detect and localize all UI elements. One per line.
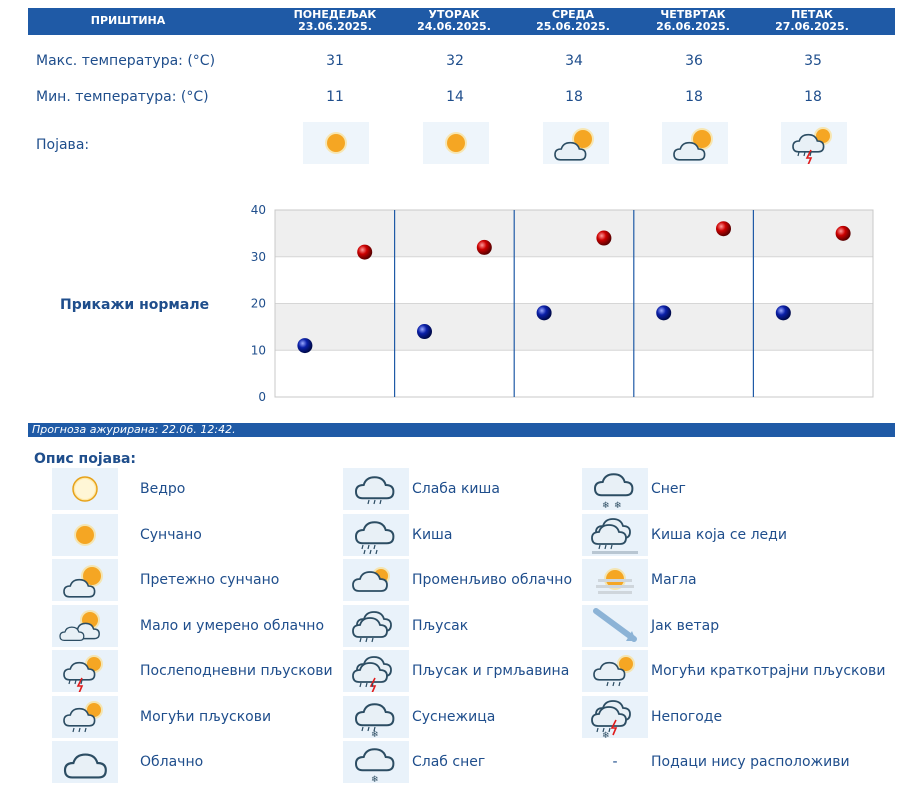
legend-label: Подаци нису расположиви	[651, 754, 850, 770]
phenomenon-label: Појава:	[36, 137, 90, 153]
legend-label: Могући пљускови	[140, 709, 272, 725]
max-temp-value: 31	[326, 53, 344, 69]
fog-icon	[582, 559, 648, 601]
max-temp-value: 35	[804, 53, 822, 69]
forecast-header: ПРИШТИНА ПОНЕДЕЉАК 23.06.2025. УТОРАК 24.0…	[28, 8, 895, 35]
shower-icon	[343, 605, 409, 647]
partly-cloudy-icon	[52, 605, 118, 647]
afternoon-showers-icon	[781, 122, 847, 166]
legend-label: Магла	[651, 572, 697, 588]
legend-label: Ведро	[140, 481, 186, 497]
min-temp-point	[656, 305, 672, 321]
afternoon-showers-icon	[52, 650, 118, 694]
sunny-icon	[52, 514, 118, 556]
legend-label: Пљусак	[412, 618, 469, 634]
legend-label: Киша	[412, 527, 453, 543]
mostly-sunny-icon	[662, 122, 728, 164]
legend-label: Снег	[651, 481, 686, 497]
grid-band	[275, 210, 873, 257]
snow-icon: ❄ ❄	[582, 468, 648, 511]
sleet-icon: ❄	[343, 696, 409, 740]
svg-text:❄: ❄	[602, 731, 610, 738]
y-tick-label: 10	[251, 343, 266, 357]
rain-icon	[343, 514, 409, 556]
legend-label: Променљиво облачно	[412, 572, 573, 588]
city-name: ПРИШТИНА	[90, 14, 166, 27]
light-snow-icon: ❄	[343, 741, 409, 785]
min-temp-value: 18	[685, 89, 703, 105]
day-header-2: УТОРАК 24.06.2025.	[417, 8, 491, 33]
legend-label: Могући краткотрајни пљускови	[651, 663, 886, 679]
mostly-sunny-icon	[52, 559, 118, 601]
legend-label: Послеподневни пљускови	[140, 663, 333, 679]
svg-text:❄: ❄	[614, 501, 622, 510]
max-temp-point	[716, 221, 731, 237]
legend-label: Сунчано	[140, 527, 202, 543]
sunny-icon	[423, 122, 489, 164]
min-temp-point	[775, 305, 791, 321]
max-temp-label: Макс. температура: (°C)	[36, 53, 216, 69]
min-temp-value: 18	[565, 89, 583, 105]
legend-label: Непогоде	[651, 709, 723, 725]
max-temp-value: 32	[446, 53, 464, 69]
min-temp-point	[417, 324, 432, 340]
legend-label: Слаба киша	[412, 481, 500, 497]
freezing-rain-icon	[582, 514, 648, 556]
y-tick-label: 20	[251, 297, 266, 311]
max-temp-point	[835, 225, 851, 241]
show-normals-link[interactable]: Прикажи нормале	[60, 297, 210, 313]
legend-label: Јак ветар	[651, 618, 720, 634]
svg-text:❄: ❄	[371, 730, 379, 738]
legend-label: Претежно сунчано	[140, 572, 280, 588]
temperature-chart: 0 10 20 30 40	[251, 203, 874, 404]
day-header-1: ПОНЕДЕЉАК 23.06.2025.	[293, 8, 377, 33]
clear-icon	[52, 468, 118, 510]
legend-label: Слаб снег	[412, 754, 486, 770]
strong-wind-icon	[582, 605, 648, 647]
cloudy-icon	[52, 741, 118, 783]
grid-band	[275, 303, 873, 351]
svg-text:❄: ❄	[602, 501, 610, 510]
thunder-shower-icon	[343, 650, 409, 694]
unavailable-marker: -	[612, 754, 618, 770]
grid-band	[275, 256, 873, 304]
min-temp-point	[297, 338, 313, 354]
variable-cloudy-icon	[343, 559, 409, 601]
min-temp-value: 11	[326, 89, 344, 105]
legend-label: Пљусак и грмљавина	[412, 663, 570, 679]
light-rain-icon	[343, 468, 409, 510]
max-temp-value: 34	[565, 53, 583, 69]
max-temp-point	[596, 230, 612, 246]
day-header-4: ЧЕТВРТАК 26.06.2025.	[656, 8, 730, 33]
max-temp-point	[476, 239, 492, 255]
day-header-3: СРЕДА 25.06.2025.	[536, 8, 610, 33]
legend-label: Мало и умерено облачно	[140, 618, 325, 634]
mostly-sunny-icon	[543, 122, 609, 164]
day-header-5: ПЕТАК 27.06.2025.	[775, 8, 849, 33]
legend-label: Киша која се леди	[651, 527, 787, 543]
y-tick-label: 40	[251, 203, 266, 217]
sunny-icon	[303, 122, 369, 164]
min-temp-value: 14	[446, 89, 464, 105]
min-temp-value: 18	[804, 89, 822, 105]
max-temp-value: 36	[685, 53, 703, 69]
legend-title: Опис појава:	[34, 451, 136, 467]
legend-label: Облачно	[140, 754, 204, 770]
min-temp-label: Мин. температура: (°C)	[36, 89, 209, 105]
possible-short-showers-icon	[582, 650, 648, 692]
y-tick-label: 0	[258, 390, 266, 404]
max-temp-point	[357, 244, 373, 260]
possible-showers-icon	[52, 696, 118, 738]
storm-icon: ❄	[582, 696, 648, 741]
legend-label: Суснежица	[412, 709, 496, 725]
forecast-updated: Прогноза ажурирана: 22.06. 12:42.	[28, 423, 895, 437]
y-tick-label: 30	[251, 250, 266, 264]
plot-frame	[274, 209, 874, 398]
grid-band	[275, 350, 873, 397]
min-temp-point	[536, 305, 552, 321]
svg-text:❄: ❄	[371, 775, 379, 783]
